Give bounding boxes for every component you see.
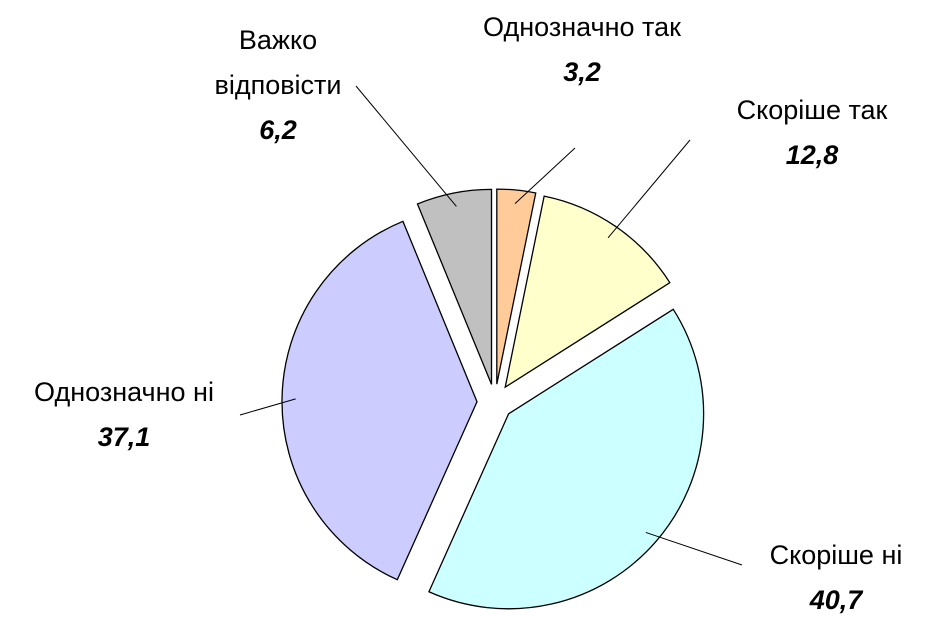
leader-line xyxy=(239,398,296,416)
slice-label: Важко відповісти 6,2 xyxy=(178,18,378,153)
slice-label: Скоріше ні 40,7 xyxy=(736,533,926,623)
leader-line xyxy=(645,531,743,566)
leader-line xyxy=(514,147,576,205)
pie-slice xyxy=(496,188,537,385)
leader-line xyxy=(355,85,457,207)
slice-label: Однозначно так 3,2 xyxy=(482,5,682,95)
slice-label: Скоріше так 12,8 xyxy=(702,88,922,178)
category-label: Важко відповісти xyxy=(214,25,342,100)
pie-slice xyxy=(281,220,478,581)
slice-label: Однозначно ні 37,1 xyxy=(0,370,254,460)
value-label: 40,7 xyxy=(809,585,863,615)
category-label: Скоріше ні xyxy=(769,540,903,570)
category-label: Однозначно так xyxy=(483,12,681,42)
leader-line xyxy=(607,139,691,239)
value-label: 37,1 xyxy=(97,422,151,452)
pie-slice xyxy=(428,308,705,610)
value-label: 6,2 xyxy=(259,115,297,145)
category-label: Однозначно ні xyxy=(34,377,214,407)
value-label: 3,2 xyxy=(563,57,601,87)
pie-slice xyxy=(504,195,671,389)
pie-slice xyxy=(416,188,493,385)
value-label: 12,8 xyxy=(785,140,839,170)
category-label: Скоріше так xyxy=(736,95,888,125)
